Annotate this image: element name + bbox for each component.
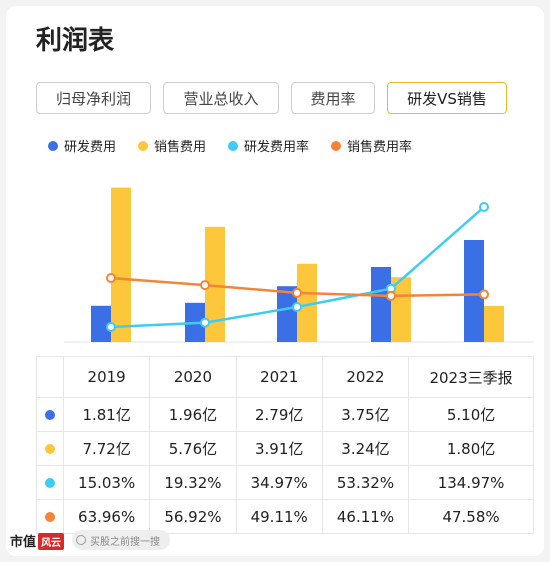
bar-sales-expense xyxy=(111,187,131,342)
table-cell: 134.97% xyxy=(408,465,534,500)
footer: 市值 风云 买股之前搜一搜 xyxy=(10,530,171,550)
bar-rd-expense xyxy=(91,305,111,342)
table-cell: 49.11% xyxy=(235,499,323,534)
line-point xyxy=(292,287,302,298)
table-corner xyxy=(36,356,64,398)
page-title: 利润表 xyxy=(36,26,115,56)
line-point xyxy=(479,289,489,300)
legend-item-rd-expense[interactable]: 研发费用 xyxy=(48,136,116,155)
table-cell: 5.10亿 xyxy=(408,397,534,432)
tab-expense-rate[interactable]: 费用率 xyxy=(291,82,375,114)
line-point xyxy=(106,321,116,332)
chart-card: 利润表 归母净利润 营业总收入 费用率 研发VS销售 研发费用 销售费用 研发费… xyxy=(6,6,544,556)
line-point xyxy=(479,202,489,213)
bar-sales-expense xyxy=(205,226,225,342)
table-cell: 47.58% xyxy=(408,499,534,534)
bar-rd-expense xyxy=(277,286,297,342)
table-header: 2021 xyxy=(235,356,323,398)
legend-item-sales-expense[interactable]: 销售费用 xyxy=(138,136,206,155)
table-cell: 15.03% xyxy=(62,465,151,500)
chart-legend: 研发费用 销售费用 研发费用率 销售费用率 xyxy=(48,136,434,155)
search-icon xyxy=(76,535,87,545)
tab-bar: 归母净利润 营业总收入 费用率 研发VS销售 xyxy=(36,82,507,114)
line-point xyxy=(292,302,302,313)
table-cell: 3.75亿 xyxy=(321,397,410,432)
search-box[interactable]: 买股之前搜一搜 xyxy=(72,530,171,550)
table-cell: 46.11% xyxy=(321,499,410,534)
tab-rd-vs-sales[interactable]: 研发VS销售 xyxy=(387,82,507,114)
series-bullet xyxy=(45,443,55,454)
table-header: 2023三季报 xyxy=(408,356,534,398)
table-cell: 1.80亿 xyxy=(408,431,534,466)
table-cell: 5.76亿 xyxy=(149,431,237,466)
logo-seal: 风云 xyxy=(38,532,65,550)
legend-item-sales-rate[interactable]: 销售费用率 xyxy=(331,136,412,155)
table-header: 2019 xyxy=(62,356,151,398)
legend-label: 研发费用率 xyxy=(244,140,310,155)
line-point xyxy=(386,290,396,301)
legend-label: 研发费用 xyxy=(64,140,117,155)
table-cell: 19.32% xyxy=(149,465,237,500)
legend-label: 销售费用 xyxy=(154,140,207,155)
table-cell: 63.96% xyxy=(62,499,151,534)
legend-swatch xyxy=(228,140,239,151)
table-header: 2022 xyxy=(321,356,410,398)
table-cell: 3.24亿 xyxy=(321,431,410,466)
table-row: 63.96% 56.92% 49.11% 46.11% 47.58% xyxy=(36,499,534,534)
brand-logo: 市值 风云 xyxy=(10,531,65,550)
table-cell: 1.81亿 xyxy=(62,397,151,432)
series-bullet xyxy=(45,511,55,522)
data-table: 2019 2020 2021 2022 2023三季报 1.81亿 1.96亿 … xyxy=(36,356,534,534)
table-cell: 53.32% xyxy=(321,465,410,500)
table-header-row: 2019 2020 2021 2022 2023三季报 xyxy=(36,356,534,398)
row-marker xyxy=(36,499,64,534)
search-placeholder: 买股之前搜一搜 xyxy=(90,536,161,548)
line-point xyxy=(106,273,116,284)
tab-net-profit[interactable]: 归母净利润 xyxy=(36,82,151,114)
bar-sales-expense xyxy=(297,263,317,342)
table-cell: 2.79亿 xyxy=(235,397,323,432)
row-marker xyxy=(36,397,64,432)
tab-revenue[interactable]: 营业总收入 xyxy=(163,82,279,114)
bar-sales-expense xyxy=(391,277,411,342)
line-point xyxy=(200,280,210,291)
bar-rd-expense xyxy=(464,240,484,342)
table-cell: 34.97% xyxy=(235,465,323,500)
table-cell: 56.92% xyxy=(149,499,237,534)
bar-sales-expense xyxy=(484,306,504,342)
table-row: 15.03% 19.32% 34.97% 53.32% 134.97% xyxy=(36,465,534,500)
legend-swatch xyxy=(48,140,58,151)
row-marker xyxy=(36,431,64,466)
series-bullet xyxy=(45,477,55,488)
table-cell: 1.96亿 xyxy=(149,397,237,432)
line-point xyxy=(200,317,210,328)
legend-swatch xyxy=(331,140,342,151)
table-cell: 7.72亿 xyxy=(62,431,151,466)
series-bullet xyxy=(45,409,55,420)
legend-swatch xyxy=(138,140,149,151)
table-cell: 3.91亿 xyxy=(235,431,323,466)
legend-item-rd-rate[interactable]: 研发费用率 xyxy=(228,136,309,155)
table-header: 2020 xyxy=(149,356,237,398)
row-marker xyxy=(36,465,64,500)
logo-text: 市值 xyxy=(10,534,37,550)
combo-chart xyxy=(64,187,534,343)
table-row: 7.72亿 5.76亿 3.91亿 3.24亿 1.80亿 xyxy=(36,431,534,466)
bar-rd-expense xyxy=(371,267,391,342)
table-row: 1.81亿 1.96亿 2.79亿 3.75亿 5.10亿 xyxy=(36,397,534,432)
legend-label: 销售费用率 xyxy=(347,140,413,155)
